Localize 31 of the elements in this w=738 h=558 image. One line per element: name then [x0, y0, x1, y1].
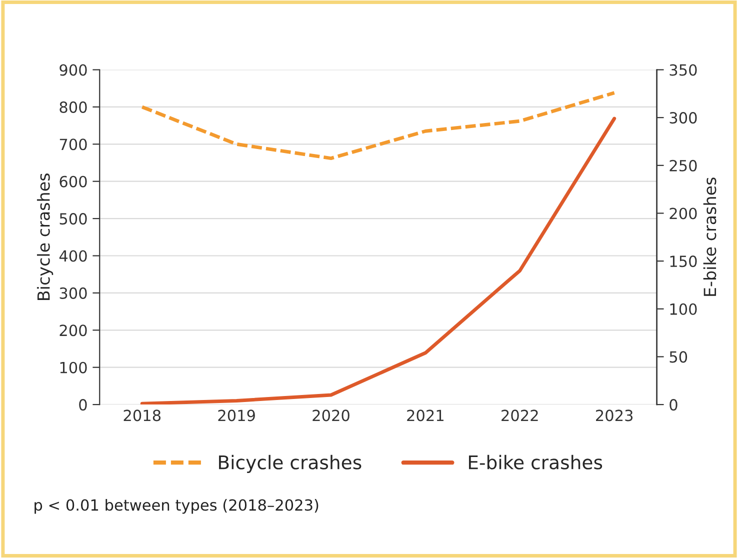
- y2-tick-label: 350: [670, 64, 697, 76]
- x-tick-label: 2021: [407, 410, 444, 422]
- y-tick-label: 0: [79, 399, 87, 411]
- y2-tick-label: 0: [670, 399, 678, 411]
- line-series: [140, 91, 616, 160]
- y-tick-label: 100: [60, 362, 87, 374]
- x-tick-label: 2018: [124, 410, 161, 422]
- y-tick-label: 300: [60, 287, 87, 299]
- y-tick-label: 800: [60, 101, 87, 113]
- y2-axis-title: E-bike crashes: [703, 178, 716, 296]
- x-tick-label: 2023: [596, 410, 633, 422]
- y-axis-title: Bicycle crashes: [36, 174, 54, 300]
- y2-tick-label: 50: [670, 351, 688, 363]
- y2-tick-label: 100: [670, 303, 697, 315]
- y-tick-label: 200: [60, 324, 87, 336]
- y-tick-label: 700: [60, 138, 87, 150]
- y2-tick-label: 200: [670, 208, 697, 220]
- text: p < 0.01 between types (2018–2023): [34, 498, 318, 514]
- y-tick-label: 400: [59, 250, 87, 262]
- y-tick-label: 600: [60, 176, 87, 188]
- x-tick-label: 2020: [312, 410, 350, 422]
- y-tick-label: 500: [60, 213, 87, 225]
- y2-tick-label: 250: [670, 160, 697, 172]
- legend-label: E-bike crashes: [468, 454, 602, 470]
- x-tick-label: 2022: [502, 410, 538, 422]
- y-tick-label: 900: [60, 64, 87, 76]
- y2-tick-label: 300: [670, 112, 697, 124]
- line-series: [140, 116, 616, 405]
- legend-label: Bicycle crashes: [219, 454, 362, 474]
- x-tick-label: 2019: [218, 410, 255, 422]
- y2-tick-label: 150: [670, 256, 697, 268]
